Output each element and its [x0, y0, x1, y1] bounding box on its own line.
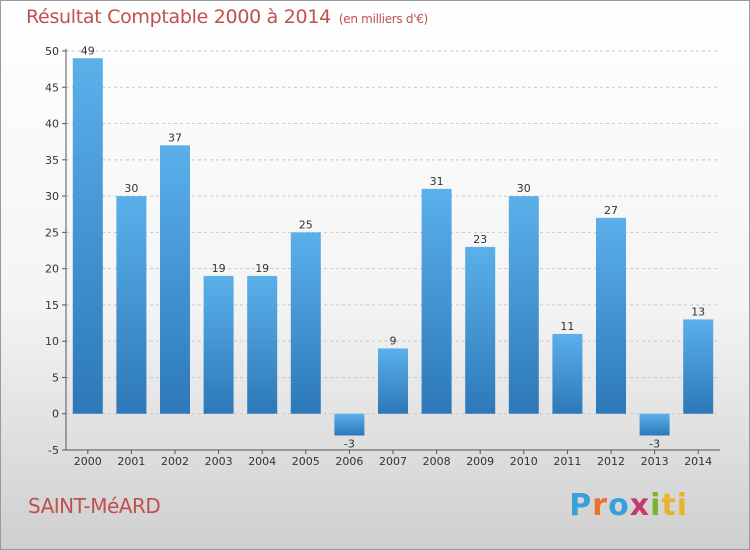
data-label: 25: [299, 218, 313, 231]
data-label: 9: [390, 334, 397, 347]
y-tick-label: 25: [45, 226, 59, 239]
logo-letter: r: [592, 488, 609, 523]
bar: [639, 413, 670, 436]
y-tick-label: 35: [45, 154, 59, 167]
data-label: 31: [430, 175, 444, 188]
data-label: 13: [691, 305, 705, 318]
data-label: 49: [81, 44, 95, 57]
logo-letter: o: [608, 488, 630, 523]
x-tick-label: 2006: [335, 455, 363, 468]
y-tick-label: 0: [52, 408, 59, 421]
data-label: 19: [255, 262, 269, 275]
bar: [160, 145, 190, 414]
x-tick-label: 2012: [597, 455, 625, 468]
y-tick-label: 40: [45, 118, 59, 131]
data-label: 23: [473, 233, 487, 246]
logo-letter: ti: [661, 488, 688, 523]
bar: [378, 348, 408, 414]
x-tick-label: 2008: [423, 455, 451, 468]
y-tick-label: 30: [45, 190, 59, 203]
data-label: -3: [649, 437, 660, 450]
bar: [72, 58, 103, 414]
bar: [421, 188, 452, 414]
data-label: -3: [344, 437, 355, 450]
y-tick-label: 45: [45, 81, 59, 94]
bar: [247, 275, 278, 414]
x-tick-label: 2011: [553, 455, 581, 468]
chart-subtitle: (en milliers d'€): [338, 12, 428, 26]
bar: [596, 217, 626, 414]
bar: [116, 196, 147, 414]
bar: [334, 413, 365, 436]
x-tick-label: 2007: [379, 455, 407, 468]
chart-title-text: Résultat Comptable 2000 à 2014: [26, 6, 331, 28]
x-tick-label: 2010: [510, 455, 538, 468]
y-tick-label: 5: [52, 371, 59, 384]
chart-title: Résultat Comptable 2000 à 2014 (en millie…: [26, 6, 428, 28]
x-tick-label: 2009: [466, 455, 494, 468]
bar: [683, 319, 714, 414]
x-tick-label: 2014: [684, 455, 712, 468]
x-tick-label: 2005: [292, 455, 320, 468]
bar: [290, 232, 321, 414]
bar: [552, 333, 583, 414]
data-label: 19: [212, 262, 226, 275]
y-tick-label: 15: [45, 299, 59, 312]
bar: [203, 275, 234, 414]
x-tick-label: 2013: [641, 455, 669, 468]
y-tick-label: 10: [45, 335, 59, 348]
data-label: 11: [560, 320, 574, 333]
logo-letter: x: [629, 488, 651, 523]
place-name: SAINT-MéARD: [28, 494, 161, 518]
logo-letter: i: [650, 488, 662, 523]
data-label: 30: [517, 182, 531, 195]
x-tick-label: 2001: [117, 455, 145, 468]
bar: [465, 246, 496, 414]
data-label: 30: [124, 182, 138, 195]
y-tick-label: 20: [45, 263, 59, 276]
data-label: 27: [604, 204, 618, 217]
data-label: 37: [168, 131, 182, 144]
bar: [508, 196, 539, 414]
x-tick-label: 2003: [205, 455, 233, 468]
x-tick-label: 2004: [248, 455, 276, 468]
logo-letter: P: [569, 488, 593, 523]
proxiti-logo: Proxiti: [569, 488, 688, 523]
x-tick-label: 2002: [161, 455, 189, 468]
y-tick-label: 50: [45, 45, 59, 58]
y-tick-label: -5: [48, 444, 59, 457]
x-tick-label: 2000: [74, 455, 102, 468]
